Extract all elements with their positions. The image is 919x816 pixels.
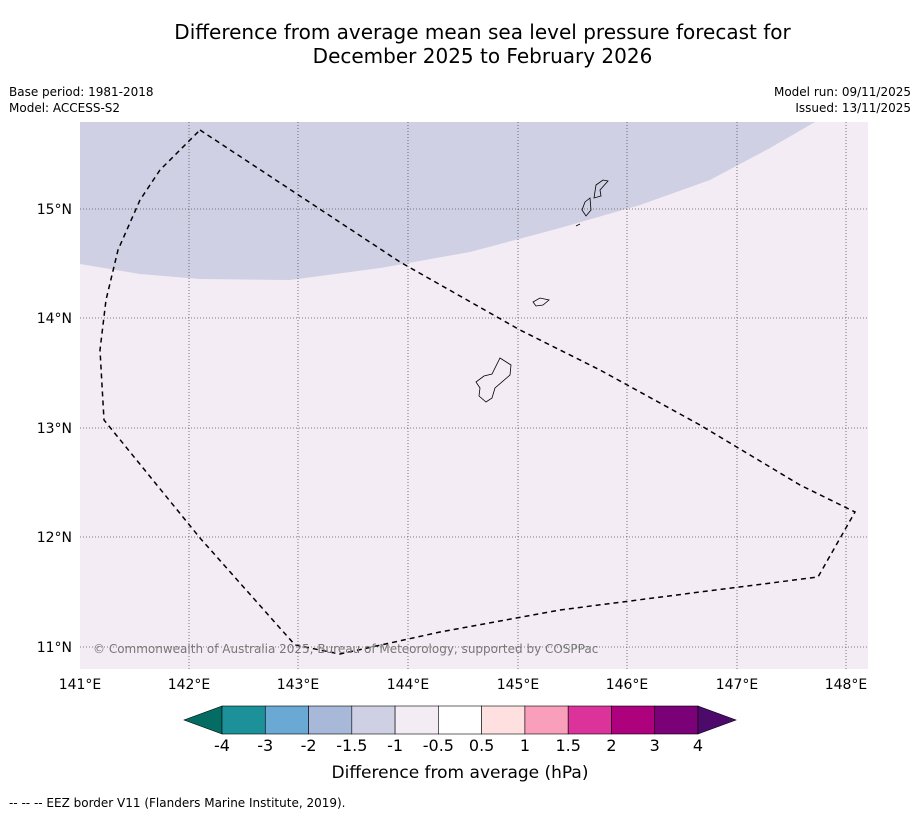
colorbar-segment [481,705,526,735]
lat-label-11: 11°N [37,640,72,656]
lat-label-14: 14°N [37,311,72,327]
lon-label-148: 148°E [825,677,868,693]
island-rota [532,297,550,307]
colorbar-segment [308,705,353,735]
lon-label-143: 143°E [277,677,320,693]
lon-label-147: 147°E [716,677,759,693]
lon-label-145: 145°E [497,677,540,693]
land-outlines [475,179,609,403]
meta-left: Base period: 1981-2018 Model: ACCESS-S2 [9,84,154,116]
eez-border [99,129,857,655]
colorbar-segment [567,705,612,735]
colorbar-segment [264,705,309,735]
island-tinian [581,197,592,217]
colorbar-segment [611,705,656,735]
eez-footnote: -- -- -- EEZ border V11 (Flanders Marine… [9,796,346,810]
longitude-labels: 141°E 142°E 143°E 144°E 145°E 146°E 147°… [59,677,868,693]
title-line-2: December 2025 to February 2026 [312,44,653,68]
lat-label-12: 12°N [37,530,72,546]
lon-label-146: 146°E [606,677,649,693]
island-saipan [593,179,609,199]
colorbar-segment [438,705,482,735]
colorbar-segment [221,705,266,735]
meta-right: Model run: 09/11/2025 Issued: 13/11/2025 [774,84,911,116]
colorbar-tick-label: -1.5 [336,736,367,755]
colorbar-tick-label: -1 [387,736,403,755]
lat-label-13: 13°N [37,421,72,437]
latitude-labels: 15°N 14°N 13°N 12°N 11°N [37,202,72,656]
colorbar-segment [394,705,439,735]
lon-label-141: 141°E [59,677,102,693]
base-period: Base period: 1981-2018 [9,85,154,99]
colorbar-tick-label: 2 [606,736,616,755]
colorbar-tick-label: 1 [520,736,530,755]
colorbar-title: Difference from average (hPa) [332,763,589,783]
colorbar-over-arrow [697,705,737,735]
colorbar-segment [351,705,396,735]
colorbar-tick-label: 1.5 [555,736,580,755]
colorbar-tick-label: 3 [650,736,660,755]
colorbar-under-arrow [183,705,223,735]
islet-aguijan [575,223,581,227]
graticule [80,122,868,669]
island-guam [475,357,512,403]
colorbar-tick-label: -4 [214,736,230,755]
colorbar-segments [221,705,699,735]
map-plot-area: © Commonwealth of Australia 2025, Bureau… [80,122,868,669]
colorbar: -4 -3 -2 -1.5 -1 -0.5 0.5 1 1.5 2 3 4 Difference fr… [183,705,737,783]
title-line-1: Difference from average mean sea level p… [174,20,791,44]
colorbar-tick-label: 4 [693,736,703,755]
model-run: Model run: 09/11/2025 [773,85,911,99]
colorbar-tick-label: 0.5 [469,736,494,755]
model-name: Model: ACCESS-S2 [9,101,121,115]
lon-label-144: 144°E [387,677,430,693]
colorbar-tick-label: -2 [301,736,317,755]
issued-date: Issued: 13/11/2025 [795,101,911,115]
lon-label-142: 142°E [168,677,211,693]
colorbar-segment [654,705,699,735]
map-title: Difference from average mean sea level p… [80,20,885,68]
lat-label-15: 15°N [37,202,72,218]
colorbar-tick-label: -3 [257,736,273,755]
colorbar-segment [524,705,569,735]
copyright-credit: © Commonwealth of Australia 2025, Bureau… [93,642,598,656]
colorbar-tick-labels: -4 -3 -2 -1.5 -1 -0.5 0.5 1 1.5 2 3 4 [214,736,703,755]
colorbar-tick-label: -0.5 [423,736,454,755]
pressure-field-negative-region [80,122,815,280]
